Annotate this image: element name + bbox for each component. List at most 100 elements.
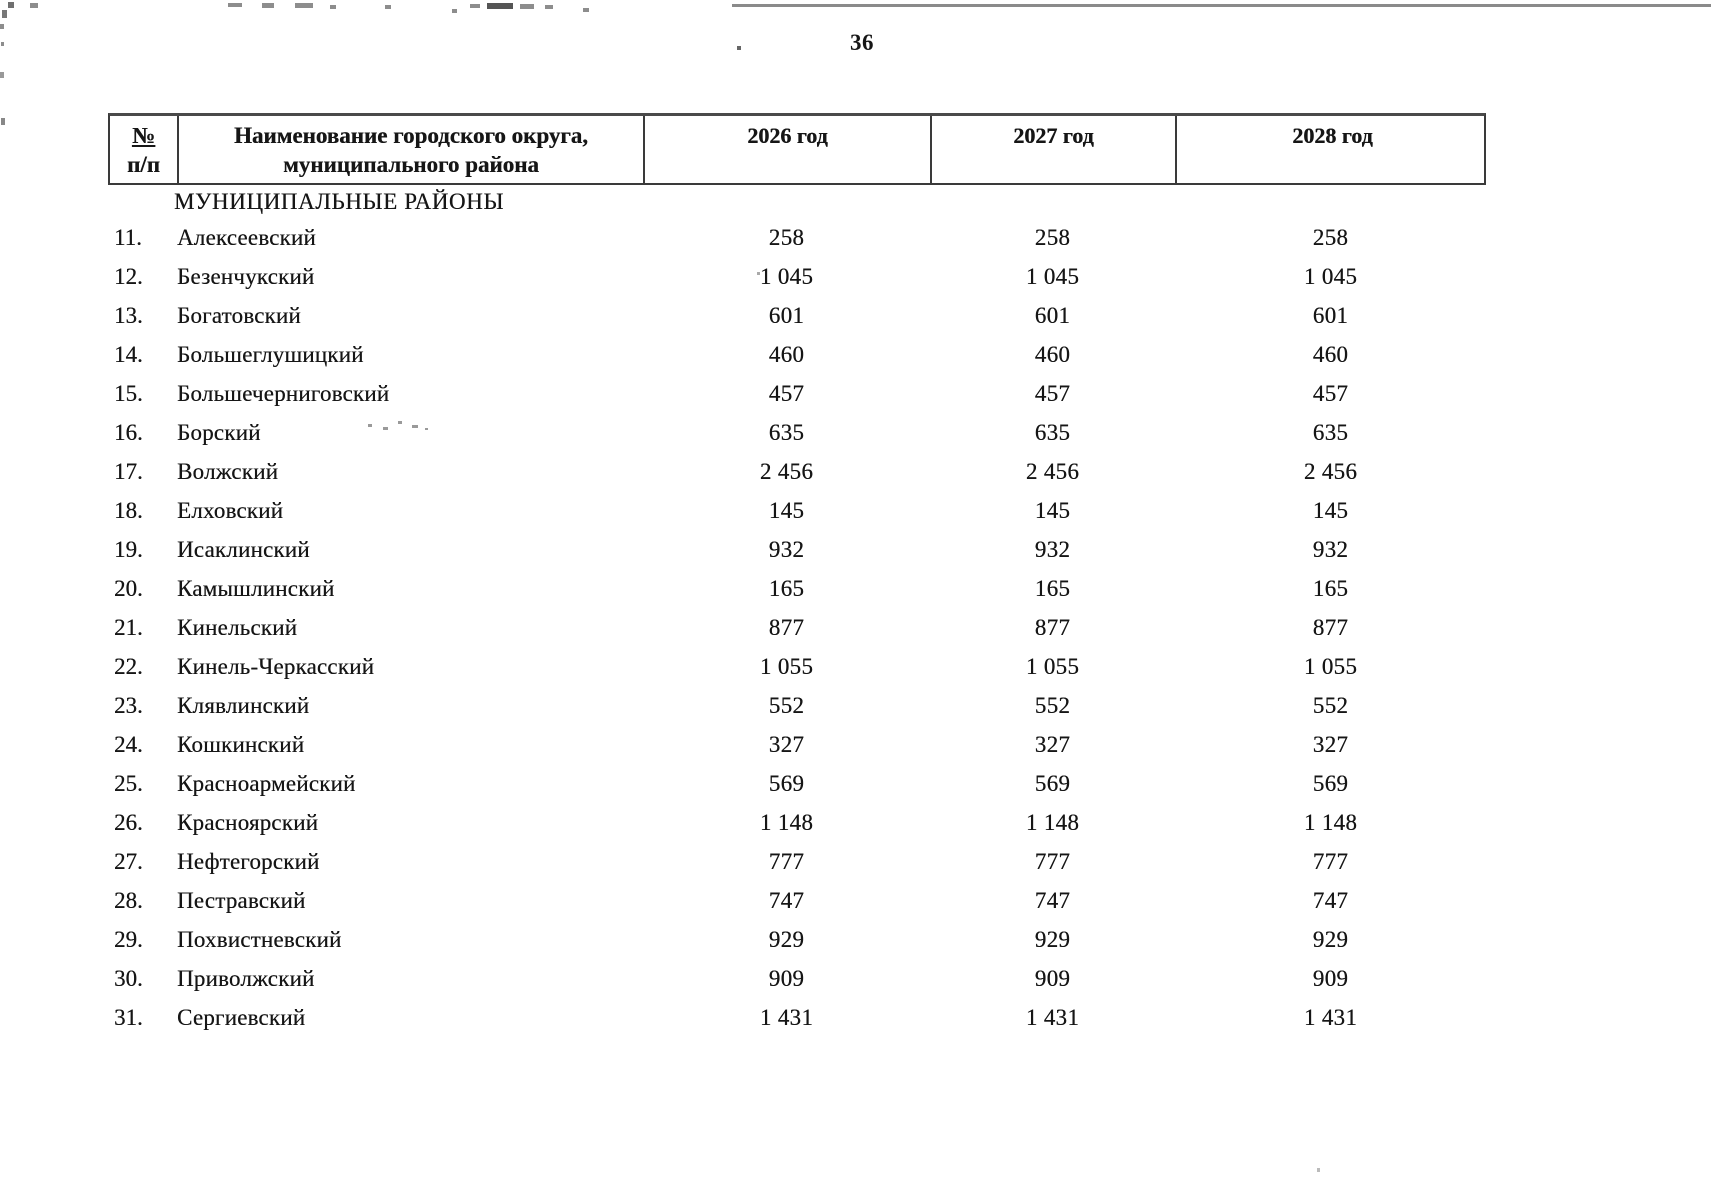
row-number: 22.: [114, 654, 143, 679]
row-2026: 1 045: [759, 264, 814, 289]
row-2026: 460: [768, 342, 805, 367]
row-2026: 601: [768, 303, 805, 328]
row-number: 12.: [114, 264, 143, 289]
scan-artifact: [383, 427, 388, 430]
row-2026: 909: [768, 966, 805, 991]
row-2026: 327: [768, 732, 805, 757]
row-name: Пестравский: [177, 888, 306, 913]
row-name: Камышлинский: [177, 576, 335, 601]
scan-artifact: [8, 2, 14, 8]
row-2027: 460: [1034, 342, 1071, 367]
scan-artifact: [2, 10, 7, 18]
table-row: 13. Богатовский 601 601 601: [108, 296, 1486, 335]
scan-artifact: [0, 24, 4, 29]
row-2028: 2 456: [1303, 459, 1358, 484]
row-number: 13.: [114, 303, 143, 328]
row-2026: 457: [768, 381, 805, 406]
row-number: 21.: [114, 615, 143, 640]
row-number: 30.: [114, 966, 143, 991]
row-name: Красноярский: [177, 810, 319, 835]
table-row: 27. Нефтегорский 777 777 777: [108, 842, 1486, 881]
row-number: 26.: [114, 810, 143, 835]
row-number: 31.: [114, 1005, 143, 1030]
table-row: 23. Клявлинский 552 552 552: [108, 686, 1486, 725]
scan-artifact: [1, 118, 5, 125]
row-2026: 552: [768, 693, 805, 718]
table-row: 30. Приволжский 909 909 909: [108, 959, 1486, 998]
row-2028: 145: [1312, 498, 1349, 523]
row-number: 18.: [114, 498, 143, 523]
scan-artifact: [1, 42, 4, 46]
scan-artifact: [30, 3, 38, 8]
row-2028: 747: [1312, 888, 1349, 913]
section-header: МУНИЦИПАЛЬНЫЕ РАЙОНЫ: [174, 189, 505, 214]
scan-artifact: [520, 4, 534, 9]
table-row: 14. Большеглушицкий 460 460 460: [108, 335, 1486, 374]
row-number: 25.: [114, 771, 143, 796]
row-2028: 635: [1312, 420, 1349, 445]
row-2028: 777: [1312, 849, 1349, 874]
row-2027: 747: [1034, 888, 1071, 913]
row-name: Елховский: [177, 498, 284, 523]
row-2026: 165: [768, 576, 805, 601]
row-name: Кинельский: [177, 615, 298, 640]
row-2026: 145: [768, 498, 805, 523]
table-row: 29. Похвистневский 929 929 929: [108, 920, 1486, 959]
row-name: Кошкинский: [177, 732, 305, 757]
row-2027: 457: [1034, 381, 1071, 406]
row-2027: 777: [1034, 849, 1071, 874]
row-2027: 1 431: [1025, 1005, 1080, 1030]
header-num-line2: п/п: [127, 152, 160, 177]
table-row: 31. Сергиевский 1 431 1 431 1 431: [108, 998, 1486, 1037]
row-2028: 258: [1312, 225, 1349, 250]
row-name: Богатовский: [177, 303, 301, 328]
row-2026: 929: [768, 927, 805, 952]
row-number: 17.: [114, 459, 143, 484]
table-row: 17. Волжский 2 456 2 456 2 456: [108, 452, 1486, 491]
row-number: 11.: [114, 225, 142, 250]
row-2027: 165: [1034, 576, 1071, 601]
row-number: 27.: [114, 849, 143, 874]
scan-artifact: [757, 272, 760, 275]
row-2026: 932: [768, 537, 805, 562]
row-2026: 2 456: [759, 459, 814, 484]
row-2027: 1 148: [1025, 810, 1080, 835]
row-2026: 877: [768, 615, 805, 640]
scan-artifact: [262, 3, 274, 8]
row-2026: 777: [768, 849, 805, 874]
scan-artifact: [425, 428, 428, 430]
table-row: 20. Камышлинский 165 165 165: [108, 569, 1486, 608]
table-row: 16. Борский 635 635 635: [108, 413, 1486, 452]
row-number: 19.: [114, 537, 143, 562]
row-2026: 1 431: [759, 1005, 814, 1030]
table-row: 15. Большечерниговский 457 457 457: [108, 374, 1486, 413]
scan-artifact: [470, 4, 480, 8]
row-name: Приволжский: [177, 966, 315, 991]
table-row: 22. Кинель-Черкасский 1 055 1 055 1 055: [108, 647, 1486, 686]
row-2028: 1 055: [1303, 654, 1358, 679]
row-2027: 601: [1034, 303, 1071, 328]
row-2027: 552: [1034, 693, 1071, 718]
row-2028: 929: [1312, 927, 1349, 952]
page-number: 36: [850, 30, 874, 55]
row-2027: 877: [1034, 615, 1071, 640]
row-2027: 327: [1034, 732, 1071, 757]
table-row: 25. Красноармейский 569 569 569: [108, 764, 1486, 803]
row-2028: 877: [1312, 615, 1349, 640]
row-2028: 1 148: [1303, 810, 1358, 835]
row-name: Алексеевский: [177, 225, 316, 250]
table-row: 28. Пестравский 747 747 747: [108, 881, 1486, 920]
row-number: 16.: [114, 420, 143, 445]
row-number: 24.: [114, 732, 143, 757]
row-2028: 932: [1312, 537, 1349, 562]
scan-artifact: [0, 72, 4, 78]
row-2028: 569: [1312, 771, 1349, 796]
row-name: Похвистневский: [177, 927, 342, 952]
row-number: 20.: [114, 576, 143, 601]
row-name: Кинель-Черкасский: [177, 654, 375, 679]
row-2027: 932: [1034, 537, 1071, 562]
row-number: 15.: [114, 381, 143, 406]
table-row: 21. Кинельский 877 877 877: [108, 608, 1486, 647]
row-2027: 1 045: [1025, 264, 1080, 289]
table-row: 19. Исаклинский 932 932 932: [108, 530, 1486, 569]
